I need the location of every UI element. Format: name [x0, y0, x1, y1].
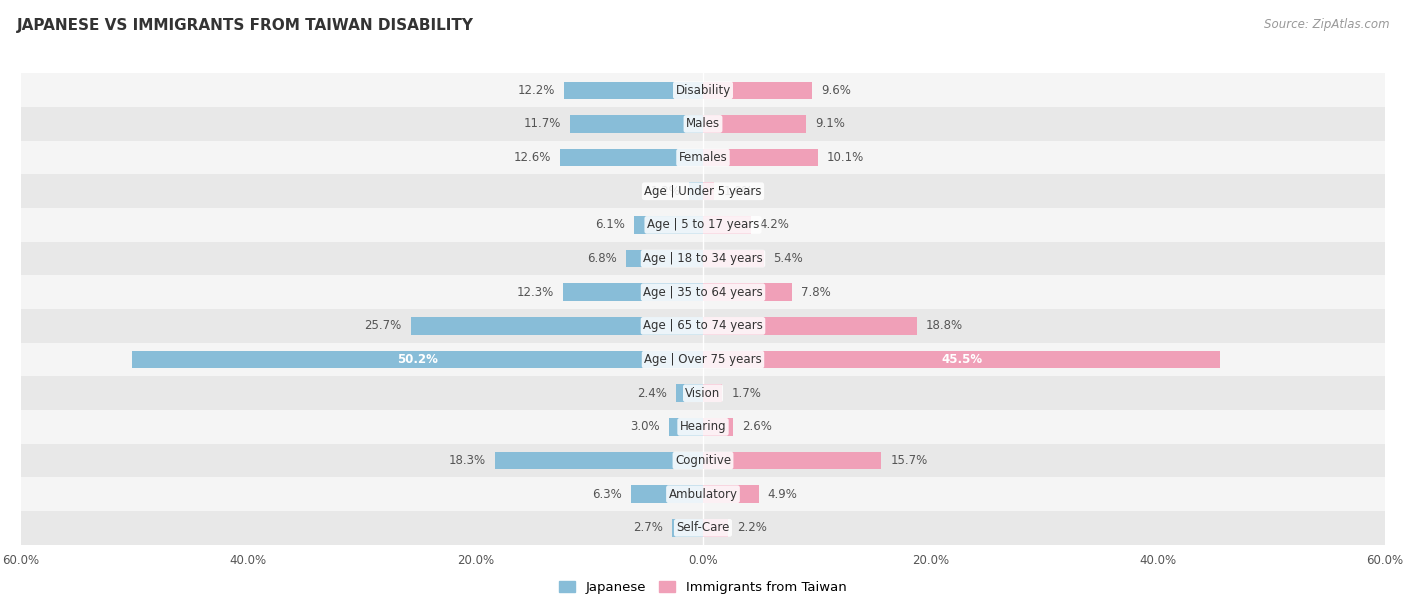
Text: Ambulatory: Ambulatory	[668, 488, 738, 501]
Text: 6.3%: 6.3%	[592, 488, 623, 501]
Bar	[21, 477, 1385, 511]
Text: 12.6%: 12.6%	[513, 151, 551, 164]
Text: 6.8%: 6.8%	[586, 252, 617, 265]
Bar	[21, 376, 1385, 410]
Text: 12.3%: 12.3%	[517, 286, 554, 299]
Text: 4.2%: 4.2%	[759, 218, 790, 231]
Bar	[560, 149, 703, 166]
Bar	[569, 115, 703, 133]
Bar	[703, 452, 882, 469]
Bar	[703, 317, 917, 335]
Bar	[21, 511, 1385, 545]
Text: 2.7%: 2.7%	[633, 521, 664, 534]
Text: 50.2%: 50.2%	[398, 353, 439, 366]
Text: Age | 5 to 17 years: Age | 5 to 17 years	[647, 218, 759, 231]
Text: Cognitive: Cognitive	[675, 454, 731, 467]
Text: 18.3%: 18.3%	[449, 454, 486, 467]
Text: Age | Over 75 years: Age | Over 75 years	[644, 353, 762, 366]
Bar	[21, 242, 1385, 275]
Bar	[21, 275, 1385, 309]
Text: 10.1%: 10.1%	[827, 151, 865, 164]
Bar	[703, 115, 807, 133]
Bar	[672, 519, 703, 537]
Text: Males: Males	[686, 118, 720, 130]
Bar	[703, 519, 728, 537]
Text: 4.9%: 4.9%	[768, 488, 797, 501]
Text: 7.8%: 7.8%	[801, 286, 831, 299]
Text: 1.0%: 1.0%	[724, 185, 754, 198]
Bar	[132, 351, 703, 368]
Bar	[564, 81, 703, 99]
Text: Hearing: Hearing	[679, 420, 727, 433]
Text: 12.2%: 12.2%	[517, 84, 555, 97]
Bar	[21, 309, 1385, 343]
Text: 9.1%: 9.1%	[815, 118, 845, 130]
Bar	[703, 216, 751, 234]
Text: 1.7%: 1.7%	[731, 387, 761, 400]
Text: 9.6%: 9.6%	[821, 84, 851, 97]
Text: 2.6%: 2.6%	[741, 420, 772, 433]
Bar	[703, 149, 818, 166]
Legend: Japanese, Immigrants from Taiwan: Japanese, Immigrants from Taiwan	[554, 576, 852, 599]
Bar	[703, 81, 813, 99]
Text: 5.4%: 5.4%	[773, 252, 803, 265]
Text: 2.2%: 2.2%	[737, 521, 766, 534]
Bar	[21, 141, 1385, 174]
Text: Vision: Vision	[685, 387, 721, 400]
Bar	[495, 452, 703, 469]
Text: Source: ZipAtlas.com: Source: ZipAtlas.com	[1264, 18, 1389, 31]
Bar	[669, 418, 703, 436]
Text: 11.7%: 11.7%	[523, 118, 561, 130]
Text: Disability: Disability	[675, 84, 731, 97]
Bar	[626, 250, 703, 267]
Text: Age | 18 to 34 years: Age | 18 to 34 years	[643, 252, 763, 265]
Text: 15.7%: 15.7%	[890, 454, 928, 467]
Bar	[21, 208, 1385, 242]
Bar	[21, 107, 1385, 141]
Text: 2.4%: 2.4%	[637, 387, 666, 400]
Bar	[703, 384, 723, 402]
Text: Self-Care: Self-Care	[676, 521, 730, 534]
Bar	[703, 351, 1220, 368]
Text: Age | Under 5 years: Age | Under 5 years	[644, 185, 762, 198]
Bar	[564, 283, 703, 301]
Bar	[21, 174, 1385, 208]
Text: 18.8%: 18.8%	[925, 319, 963, 332]
Bar	[21, 410, 1385, 444]
Text: 25.7%: 25.7%	[364, 319, 402, 332]
Text: Females: Females	[679, 151, 727, 164]
Text: 3.0%: 3.0%	[630, 420, 659, 433]
Bar	[703, 182, 714, 200]
Bar	[634, 216, 703, 234]
Bar	[703, 250, 765, 267]
Text: Age | 65 to 74 years: Age | 65 to 74 years	[643, 319, 763, 332]
Text: 45.5%: 45.5%	[941, 353, 983, 366]
Bar	[411, 317, 703, 335]
Bar	[21, 73, 1385, 107]
Text: JAPANESE VS IMMIGRANTS FROM TAIWAN DISABILITY: JAPANESE VS IMMIGRANTS FROM TAIWAN DISAB…	[17, 18, 474, 34]
Bar	[21, 343, 1385, 376]
Bar	[21, 444, 1385, 477]
Bar	[703, 283, 792, 301]
Bar	[676, 384, 703, 402]
Bar	[703, 485, 759, 503]
Text: Age | 35 to 64 years: Age | 35 to 64 years	[643, 286, 763, 299]
Bar	[631, 485, 703, 503]
Text: 6.1%: 6.1%	[595, 218, 624, 231]
Bar	[689, 182, 703, 200]
Bar	[703, 418, 733, 436]
Text: 1.2%: 1.2%	[651, 185, 681, 198]
